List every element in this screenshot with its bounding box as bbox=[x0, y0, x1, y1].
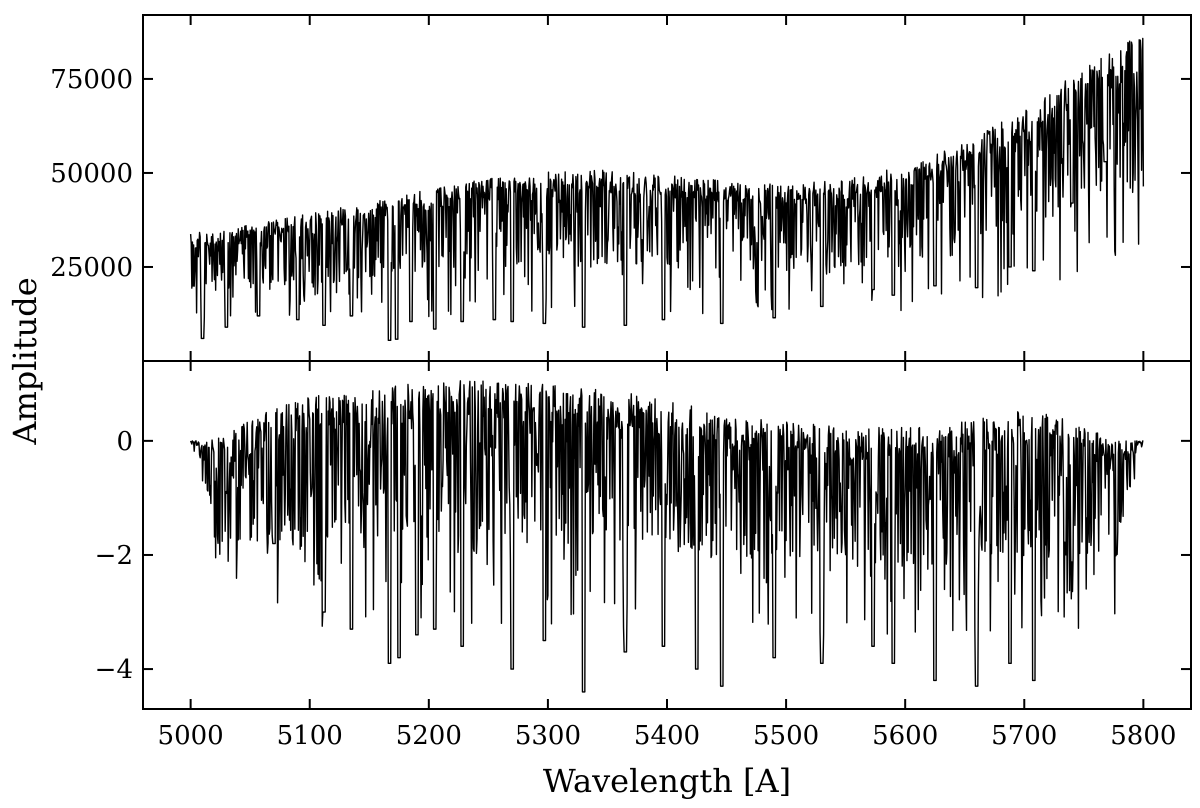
x-tick-label: 5600 bbox=[872, 721, 938, 751]
x-axis-ticks: 5000 5100 5200 5300 5400 5500 5600 5700 5800 bbox=[158, 721, 1177, 751]
x-tick-label: 5200 bbox=[396, 721, 462, 751]
y-tick-label: 0 bbox=[116, 427, 133, 457]
bottom-panel: −4 −2 0 bbox=[95, 360, 1192, 710]
x-tick-label: 5500 bbox=[753, 721, 819, 751]
spectrum-line bbox=[189, 37, 1145, 342]
x-tick-label: 5100 bbox=[277, 721, 343, 751]
panel-frame bbox=[142, 14, 1192, 362]
y-tick-label: −2 bbox=[95, 541, 133, 571]
x-tick-label: 5800 bbox=[1110, 721, 1176, 751]
top-panel: 25000 50000 75000 bbox=[50, 14, 1192, 362]
x-tick-label: 5400 bbox=[634, 721, 700, 751]
y-tick-label: 25000 bbox=[50, 253, 133, 283]
x-tick-label: 5000 bbox=[158, 721, 224, 751]
x-axis-label: Wavelength [A] bbox=[543, 762, 791, 800]
x-tick-label: 5700 bbox=[991, 721, 1057, 751]
x-tick-label: 5300 bbox=[515, 721, 581, 751]
spectrum-line bbox=[189, 380, 1144, 693]
y-tick-label: 50000 bbox=[50, 159, 133, 189]
y-axis-label: Amplitude bbox=[6, 277, 44, 445]
y-tick-label: 75000 bbox=[50, 65, 133, 95]
y-tick-label: −4 bbox=[95, 655, 133, 685]
